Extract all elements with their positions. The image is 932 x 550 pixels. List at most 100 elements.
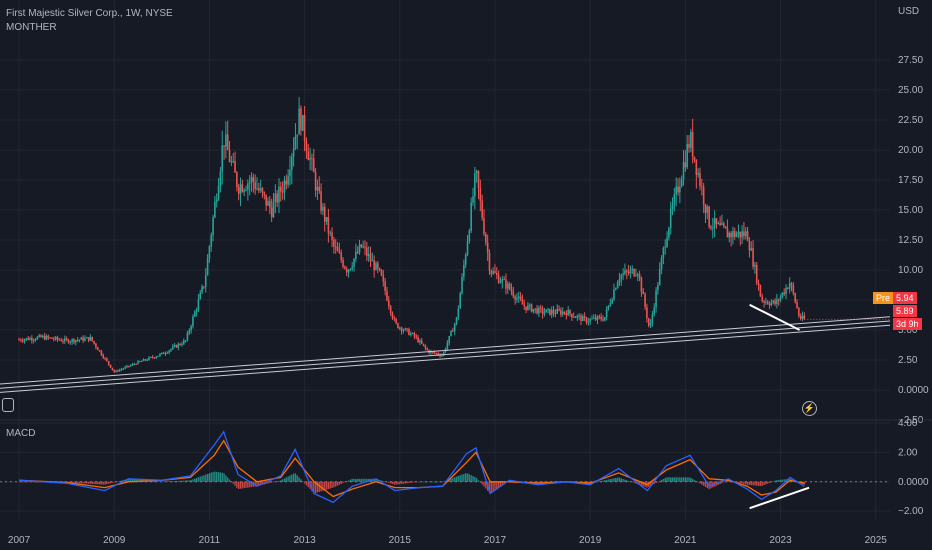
macd-histogram-bar	[496, 481, 498, 489]
macd-histogram-bar	[162, 481, 165, 483]
candle-body	[129, 365, 132, 367]
candle-body	[435, 353, 438, 355]
candle-body	[536, 308, 538, 314]
macd-histogram-bar	[201, 475, 203, 482]
macd-histogram-bar	[243, 481, 245, 489]
macd-histogram-bar	[78, 481, 81, 484]
candle-body	[269, 201, 271, 208]
candle-body	[215, 199, 218, 202]
candle-body	[571, 313, 573, 318]
candle-body	[135, 364, 137, 366]
macd-histogram-bar	[596, 481, 599, 483]
macd-histogram-bar	[234, 481, 236, 486]
price-tick-label: 27.50	[898, 55, 923, 66]
macd-histogram-bar	[278, 480, 280, 482]
candle-body	[625, 270, 628, 272]
candle-body	[118, 369, 121, 372]
macd-histogram-bar	[477, 480, 480, 482]
macd-histogram-bar	[803, 481, 806, 485]
candle-body	[505, 279, 507, 289]
macd-histogram-bar	[159, 481, 161, 483]
candle-body	[338, 251, 341, 254]
candle-body	[572, 316, 575, 318]
candle-body	[629, 270, 632, 274]
candle-body	[766, 301, 769, 304]
candle-body	[60, 339, 62, 342]
candle-body	[93, 341, 95, 344]
macd-histogram-bar	[329, 481, 331, 489]
macd-histogram-bar	[616, 477, 619, 482]
candle-body	[281, 191, 284, 193]
candle-body	[748, 241, 751, 251]
candle-body	[576, 315, 579, 318]
macd-histogram-bar	[430, 481, 432, 483]
macd-histogram-bar	[757, 481, 760, 486]
macd-histogram-bar	[613, 478, 615, 482]
candle-body	[613, 289, 615, 300]
macd-histogram-bar	[395, 481, 397, 485]
candle-body	[512, 291, 515, 297]
time-tick-label: 2021	[674, 535, 697, 546]
macd-histogram-bar	[464, 473, 467, 482]
macd-histogram-bar	[761, 481, 763, 486]
macd-histogram-bar	[483, 481, 485, 487]
candle-body	[710, 226, 712, 229]
macd-histogram-bar	[695, 481, 698, 482]
support-channel-line	[0, 320, 891, 389]
macd-histogram-bar	[316, 481, 319, 493]
macd-histogram-bar	[294, 473, 297, 482]
candle-body	[292, 148, 295, 157]
macd-histogram-bar	[413, 481, 416, 483]
macd-histogram-bar	[298, 477, 300, 482]
candle-body	[40, 335, 42, 338]
candle-body	[464, 254, 467, 265]
macd-histogram-bar	[208, 473, 211, 482]
candle-body	[45, 335, 48, 340]
candle-body	[560, 310, 562, 315]
macd-histogram-bar	[336, 481, 339, 486]
candle-body	[411, 332, 414, 334]
macd-histogram-bar	[399, 481, 401, 485]
candle-body	[669, 208, 672, 228]
macd-histogram-bar	[437, 481, 439, 483]
candle-body	[254, 182, 256, 190]
candle-body	[351, 266, 353, 269]
tradingview-logo-icon[interactable]	[2, 398, 14, 412]
candle-body	[574, 316, 577, 318]
macd-histogram-bar	[133, 479, 136, 482]
candle-body	[367, 253, 370, 256]
macd-histogram-bar	[25, 481, 28, 483]
candle-body	[278, 186, 280, 203]
macd-histogram-bar	[635, 481, 637, 484]
candle-body	[142, 359, 145, 362]
candle-body	[781, 292, 784, 297]
candle-body	[620, 275, 623, 279]
macd-tick-label: 2.00	[898, 447, 918, 458]
price-tick-label: 10.00	[898, 265, 923, 276]
time-tick-label: 2011	[199, 535, 221, 546]
candle-body	[525, 306, 527, 310]
candle-body	[450, 330, 452, 337]
candle-body	[212, 217, 214, 235]
macd-histogram-bar	[276, 481, 278, 482]
candle-body	[91, 336, 94, 342]
candle-body	[561, 311, 564, 315]
lightning-icon[interactable]: ⚡	[802, 401, 817, 416]
candle-body	[631, 268, 634, 271]
macd-histogram-bar	[655, 481, 657, 483]
macd-histogram-bar	[536, 481, 538, 484]
candle-body	[274, 193, 277, 203]
candle-body	[442, 351, 445, 356]
candle-body	[206, 258, 209, 276]
candle-body	[49, 337, 51, 339]
macd-histogram-bar	[346, 481, 348, 482]
macd-histogram-bar	[216, 471, 218, 482]
macd-histogram-bar	[746, 481, 749, 485]
candle-body	[225, 134, 227, 147]
candle-body	[111, 367, 114, 370]
macd-histogram-bar	[691, 478, 694, 482]
macd-histogram-bar	[307, 481, 309, 488]
candle-body	[358, 244, 361, 253]
macd-histogram-bar	[247, 481, 249, 488]
candle-body	[353, 258, 355, 267]
